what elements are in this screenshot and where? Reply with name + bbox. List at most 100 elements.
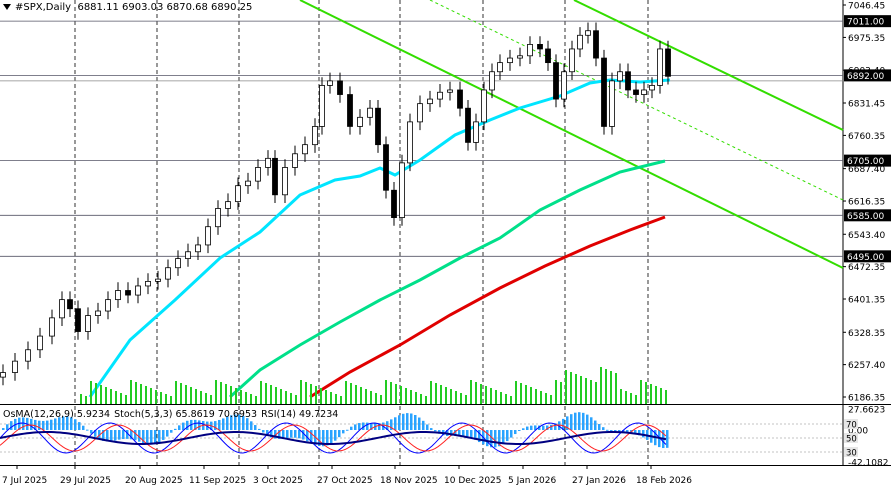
volume-bar xyxy=(410,390,412,404)
candle-body xyxy=(49,317,55,337)
volume-bar xyxy=(280,389,282,404)
osma-bar xyxy=(10,421,13,431)
candle-body xyxy=(215,208,221,228)
osma-bar xyxy=(126,430,129,439)
indicator-level-badge xyxy=(844,419,858,429)
osma-bar xyxy=(466,430,469,437)
candle-body xyxy=(195,244,201,253)
volume-bar xyxy=(250,394,252,404)
osma-bar xyxy=(34,419,37,431)
indicator-level-label: 70 xyxy=(846,421,857,431)
candle-body xyxy=(527,44,533,57)
osma-bar xyxy=(242,415,245,431)
symbol-header: #SPX,Daily 6881.11 6903.03 6870.68 6890.… xyxy=(3,2,252,13)
osma-bar xyxy=(610,430,613,432)
channel-line-upper xyxy=(573,0,844,131)
volume-bar xyxy=(165,394,167,404)
candle-body xyxy=(67,299,73,310)
osma-bar xyxy=(138,430,141,442)
osma-bar xyxy=(78,422,81,431)
volume-bar xyxy=(525,385,527,404)
volume-bar xyxy=(365,389,367,404)
volume-bar xyxy=(225,384,227,404)
volume-bar xyxy=(495,390,497,404)
candle-body xyxy=(272,157,278,196)
osma-bar xyxy=(566,416,569,431)
candle-body xyxy=(312,126,318,146)
volume-bar xyxy=(605,369,607,404)
indicator-tick-label: 27.6623 xyxy=(848,406,885,416)
osma-bar xyxy=(318,430,321,446)
collapse-arrow-icon[interactable] xyxy=(3,4,11,10)
volume-bar xyxy=(650,384,652,404)
volume-bar xyxy=(80,394,82,404)
volume-bar xyxy=(100,385,102,404)
candle-body xyxy=(407,121,413,164)
candle-body xyxy=(75,308,81,332)
volume-bar xyxy=(540,391,542,404)
osma-bar xyxy=(74,419,77,431)
candle-body xyxy=(625,71,631,91)
candle-body xyxy=(641,89,647,95)
osma-bar xyxy=(322,430,325,447)
volume-bar xyxy=(330,392,332,404)
osma-bar xyxy=(282,430,285,439)
osma-bar xyxy=(274,430,277,439)
osma-bar xyxy=(290,430,293,438)
osma-bar xyxy=(378,423,381,431)
osma-bar xyxy=(194,419,197,431)
osma-bar xyxy=(186,420,189,431)
osma-bar xyxy=(518,430,521,432)
osma-bar xyxy=(470,430,473,438)
time-label: 27 Jan 2026 xyxy=(572,476,626,486)
volume-bar xyxy=(595,382,597,404)
volume-bar xyxy=(660,388,662,404)
volume-bar xyxy=(610,371,612,404)
price-tick-label: 6401.35 xyxy=(848,296,885,306)
level-label: 7011.00 xyxy=(847,18,884,28)
volume-bar xyxy=(530,387,532,404)
candle-body xyxy=(497,62,503,73)
candle-body xyxy=(175,258,181,269)
osma-bar xyxy=(326,430,329,446)
osma-bar xyxy=(82,425,85,431)
candle-body xyxy=(561,71,567,100)
volume-bar xyxy=(315,386,317,404)
volume-bar xyxy=(470,380,472,404)
volume-bar xyxy=(195,389,197,404)
candle-body xyxy=(427,98,433,105)
candle-body xyxy=(367,107,373,118)
candle-body xyxy=(383,144,389,191)
candle-body xyxy=(399,162,405,218)
osma-bar xyxy=(254,425,257,431)
osma-bar xyxy=(454,430,457,436)
osma-bar xyxy=(534,425,537,431)
osma-bar xyxy=(62,416,65,431)
candle-body xyxy=(633,89,639,95)
osma-bar xyxy=(270,430,273,438)
level-badge xyxy=(844,209,891,222)
osma-bar xyxy=(602,427,605,431)
candle-body xyxy=(292,153,298,168)
candle-body xyxy=(25,349,31,362)
volume-bar xyxy=(155,390,157,404)
volume-bar xyxy=(180,383,182,404)
osma-bar xyxy=(486,430,489,447)
candle-body xyxy=(59,299,65,319)
volume-bar xyxy=(655,386,657,404)
osma-bar xyxy=(666,430,669,448)
osma-bar xyxy=(342,430,345,434)
level-label: 6585.00 xyxy=(847,212,884,222)
volume-bar xyxy=(230,386,232,404)
volume-bar xyxy=(645,382,647,404)
candle-body xyxy=(225,201,231,209)
indicator-tick-label: -42.1082 xyxy=(848,459,888,469)
level-badge xyxy=(844,15,891,28)
osma-bar xyxy=(598,423,601,431)
volume-bar xyxy=(310,384,312,404)
osma-label: OsMA(12,26,9) 5.9234 xyxy=(3,409,111,420)
volume-bar xyxy=(270,385,272,404)
osma-bar xyxy=(478,430,481,443)
